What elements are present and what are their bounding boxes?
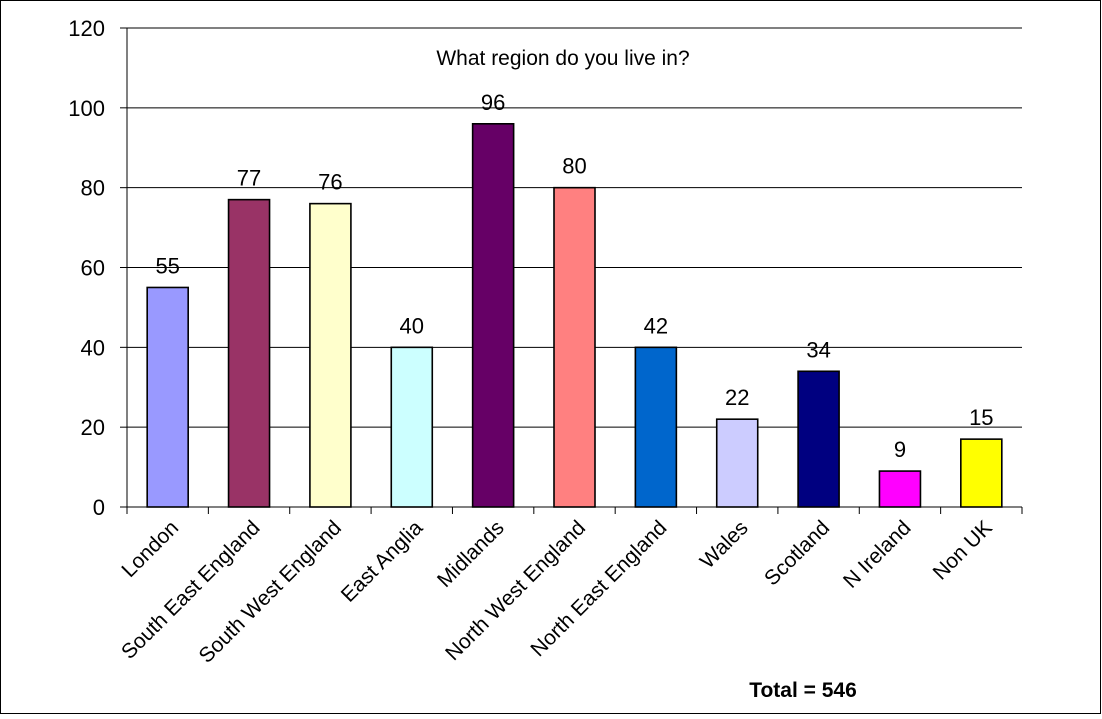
chart-title: What region do you live in?	[436, 47, 689, 70]
y-tick-label: 80	[81, 176, 105, 201]
bar	[797, 370, 840, 508]
data-label: 9	[894, 437, 906, 462]
bar	[960, 438, 1003, 508]
data-label: 76	[318, 170, 342, 195]
data-label: 96	[481, 90, 505, 115]
bar	[146, 286, 189, 508]
data-label: 40	[400, 313, 424, 338]
gridlines	[127, 27, 1022, 428]
y-tick-label: 20	[81, 415, 105, 440]
data-label: 77	[237, 166, 261, 191]
data-label: 80	[562, 154, 586, 179]
y-tick-label: 40	[81, 335, 105, 360]
bar	[471, 123, 515, 508]
bars	[146, 123, 1003, 508]
bar	[878, 470, 922, 508]
total-annotation: Total = 546	[749, 679, 857, 702]
bar	[309, 202, 352, 508]
bar	[715, 418, 759, 508]
bar	[227, 198, 271, 508]
data-label: 15	[969, 405, 993, 430]
y-tick-label: 60	[81, 256, 105, 281]
y-tick-label: 0	[93, 495, 105, 520]
y-tick-label: 100	[68, 96, 105, 121]
data-label: 55	[155, 253, 179, 278]
data-label: 42	[644, 313, 668, 338]
data-label: 22	[725, 385, 749, 410]
bar	[390, 346, 434, 508]
axes	[120, 27, 1023, 514]
data-labels: 55 77 76 40 96 80 42 22 34 9 15	[155, 90, 993, 462]
bar	[553, 186, 596, 508]
bar	[634, 346, 678, 508]
y-tick-label: 120	[68, 16, 105, 41]
data-label: 34	[806, 337, 830, 362]
